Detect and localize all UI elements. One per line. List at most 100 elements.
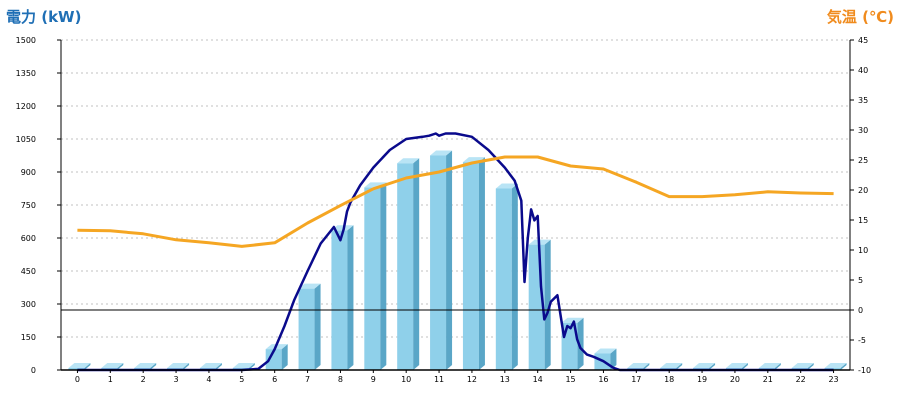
- gridlines: [61, 39, 850, 338]
- bar-top: [693, 363, 716, 368]
- tick-labels: 01503004506007509001050120013501500-10-5…: [16, 36, 871, 384]
- bar-top: [627, 363, 650, 368]
- x-tick-label: 3: [174, 375, 179, 384]
- right-tick-label: 5: [858, 276, 863, 285]
- left-axis-title: 電力 (kW): [6, 8, 81, 26]
- bar-top: [824, 363, 847, 368]
- bar-side: [774, 363, 781, 370]
- left-tick-label: 150: [21, 333, 36, 342]
- x-tick-label: 14: [533, 375, 543, 384]
- x-tick-label: 22: [796, 375, 806, 384]
- bar-side: [347, 225, 354, 370]
- right-tick-label: 35: [858, 96, 868, 105]
- bar-side: [380, 182, 387, 370]
- x-tick-label: 21: [763, 375, 773, 384]
- bar: [68, 363, 91, 370]
- bar-top: [68, 363, 91, 368]
- bar: [462, 157, 485, 370]
- left-tick-label: 0: [31, 366, 36, 375]
- bar-top: [791, 363, 814, 368]
- right-axis-title: 気温 (℃): [827, 8, 894, 26]
- bar-side: [314, 283, 321, 370]
- x-tick-label: 2: [141, 375, 146, 384]
- bar: [331, 225, 354, 370]
- bar-top: [397, 158, 420, 164]
- left-tick-label: 1200: [16, 102, 36, 111]
- bar-top: [495, 183, 518, 189]
- x-tick-label: 4: [206, 375, 211, 384]
- x-tick-label: 13: [500, 375, 510, 384]
- bar-side: [84, 363, 91, 370]
- x-tick-label: 7: [305, 375, 310, 384]
- bar-front: [462, 162, 479, 370]
- bar: [528, 239, 551, 370]
- x-tick-label: 6: [272, 375, 277, 384]
- bar-side: [840, 363, 847, 370]
- bar-top: [594, 348, 617, 354]
- x-tick-label: 15: [565, 375, 575, 384]
- bar-side: [281, 344, 288, 370]
- right-tick-label: 15: [858, 216, 868, 225]
- bar-front: [298, 288, 315, 370]
- bar-top: [561, 317, 584, 323]
- bar-side: [215, 363, 222, 370]
- bar-top: [167, 363, 190, 368]
- bar: [430, 150, 453, 370]
- x-tick-label: 10: [401, 375, 411, 384]
- left-tick-label: 1350: [16, 69, 36, 78]
- x-tick-label: 9: [371, 375, 376, 384]
- bar-front: [265, 349, 282, 370]
- right-tick-label: 20: [858, 186, 868, 195]
- bar-top: [232, 363, 255, 368]
- right-tick-label: 25: [858, 156, 868, 165]
- bar-top: [298, 283, 321, 289]
- bar-side: [610, 348, 617, 370]
- x-tick-label: 1: [108, 375, 113, 384]
- bar-front: [430, 155, 447, 370]
- x-tick-label: 11: [434, 375, 444, 384]
- bar-side: [643, 363, 650, 370]
- bar-side: [446, 150, 453, 370]
- bar-side: [741, 363, 748, 370]
- bar-side: [511, 183, 518, 370]
- right-tick-label: 0: [858, 306, 863, 315]
- bar-top: [660, 363, 683, 368]
- x-tick-label: 19: [697, 375, 707, 384]
- left-tick-label: 750: [21, 201, 36, 210]
- bar-side: [150, 363, 157, 370]
- bar-side: [413, 158, 420, 370]
- x-tick-label: 17: [631, 375, 641, 384]
- bar-side: [676, 363, 683, 370]
- bar: [397, 158, 420, 370]
- x-tick-label: 18: [664, 375, 674, 384]
- right-tick-label: -10: [858, 366, 871, 375]
- bar: [495, 183, 518, 370]
- bar-front: [364, 187, 381, 370]
- left-tick-label: 900: [21, 168, 36, 177]
- x-tick-label: 8: [338, 375, 343, 384]
- bar-side: [183, 363, 190, 370]
- left-tick-label: 600: [21, 234, 36, 243]
- bar: [298, 283, 321, 370]
- right-tick-label: 10: [858, 246, 868, 255]
- right-tick-label: 30: [858, 126, 868, 135]
- left-tick-label: 1500: [16, 36, 36, 45]
- bar-side: [709, 363, 716, 370]
- x-tick-label: 20: [730, 375, 740, 384]
- bar-side: [117, 363, 124, 370]
- bar-front: [331, 230, 348, 370]
- right-tick-label: 40: [858, 66, 868, 75]
- bar: [364, 182, 387, 370]
- x-tick-label: 12: [467, 375, 477, 384]
- bar-top: [331, 225, 354, 231]
- left-tick-label: 1050: [16, 135, 36, 144]
- bar-front: [495, 188, 512, 370]
- left-tick-label: 450: [21, 267, 36, 276]
- temperature-line: [77, 155, 834, 248]
- x-tick-label: 0: [75, 375, 80, 384]
- bar-side: [577, 317, 584, 370]
- bar-top: [134, 363, 157, 368]
- line-series: [77, 132, 834, 372]
